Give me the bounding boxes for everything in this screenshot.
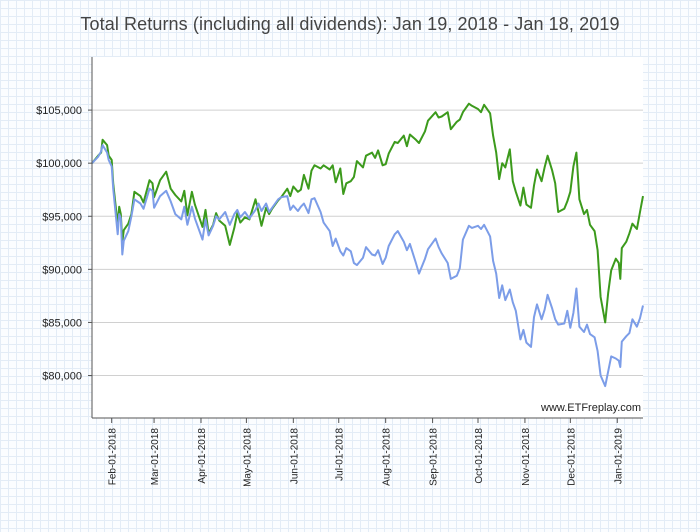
series-lines [91, 102, 644, 388]
x-tick-label: Mar-01-2018 [150, 428, 161, 486]
x-tick-label: Sep-01-2018 [429, 428, 440, 486]
x-tick-label: Jan-01-2019 [613, 428, 624, 485]
y-tick-label: $100,000 [36, 158, 82, 170]
y-axis: $80,000 $85,000 $90,000 $95,000 $100,000 $105… [36, 105, 92, 383]
y-tick-label: $105,000 [36, 105, 82, 117]
y-tick-label: $85,000 [42, 317, 82, 329]
y-tick-label: $90,000 [42, 264, 82, 276]
x-tick-label: Dec-01-2018 [566, 428, 577, 486]
gridlines [92, 109, 643, 377]
x-tick-label: Feb-01-2018 [108, 428, 119, 486]
x-tick-label: Apr-01-2018 [197, 428, 208, 484]
x-tick-label: May-01-2018 [242, 428, 253, 487]
y-tick-label: $95,000 [42, 211, 82, 223]
x-tick-label: Nov-01-2018 [521, 428, 532, 486]
series-line-1 [91, 102, 644, 324]
plot-area [92, 57, 643, 418]
chart-title: Total Returns (including all dividends):… [80, 14, 620, 34]
x-tick-label: Aug-01-2018 [382, 428, 393, 486]
y-tick-label: $80,000 [42, 371, 82, 383]
x-tick-label: Oct-01-2018 [474, 428, 485, 484]
x-axis: Feb-01-2018 Mar-01-2018 Apr-01-2018 May-01-… [108, 418, 624, 487]
series-line-2 [91, 144, 644, 388]
watermark: www.ETFreplay.com [541, 402, 642, 414]
x-tick-label: Jul-01-2018 [335, 428, 346, 481]
x-tick-label: Jun-01-2018 [289, 428, 300, 485]
